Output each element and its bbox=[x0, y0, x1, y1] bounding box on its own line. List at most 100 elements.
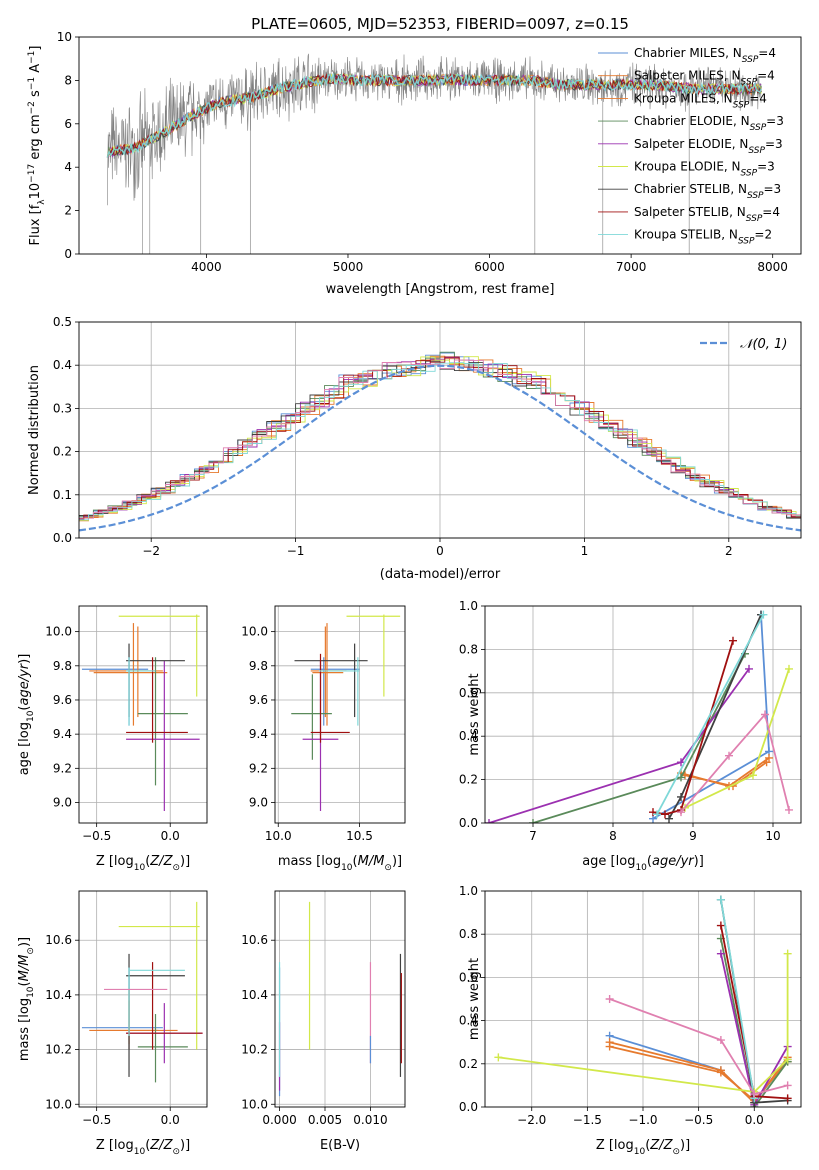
legend-entry-part: =2 bbox=[754, 228, 772, 242]
axes-frame bbox=[78, 605, 208, 824]
series-marker bbox=[749, 771, 757, 780]
series-line bbox=[609, 1045, 789, 1102]
legend-entry: Chabrier STELIB, NSSP=3 bbox=[634, 182, 781, 201]
x-axis-label-part: ⊙ bbox=[172, 863, 180, 873]
x-axis-label-part: M/M bbox=[358, 854, 385, 869]
y-tick-label: 9.0 bbox=[249, 795, 268, 809]
series-marker bbox=[661, 810, 669, 819]
x-axis-label-part: Z [log bbox=[596, 1138, 634, 1153]
x-axis-label: Z [log10(Z/Z⊙)] bbox=[96, 1138, 190, 1157]
y-tick-label: 0.4 bbox=[459, 1014, 478, 1028]
x-tick-label: 0.0 bbox=[745, 1113, 764, 1127]
legend-entry-part: SSP bbox=[750, 123, 767, 133]
y-tick-label: 0 bbox=[64, 247, 72, 261]
gaussian-curve bbox=[79, 364, 801, 532]
x-axis-label: Z [log10(Z/Z⊙)] bbox=[596, 1138, 690, 1157]
y-axis-label: mass weight bbox=[467, 958, 482, 1040]
legend-entry: Chabrier ELODIE, NSSP=3 bbox=[634, 114, 784, 133]
x-tick-label: 10.0 bbox=[265, 829, 292, 843]
age-vs-mass-plot-area bbox=[291, 614, 401, 812]
series-line bbox=[609, 998, 788, 1096]
y-axis-label-part: −2 bbox=[27, 101, 37, 114]
legend-entry-part: Salpeter MILES, N bbox=[634, 69, 741, 83]
legend-entry-part: Chabrier STELIB, N bbox=[634, 182, 747, 196]
y-tick-label: 9.4 bbox=[249, 727, 268, 741]
x-axis-label-part: ( bbox=[353, 854, 358, 869]
legend-entry-part: SSP bbox=[747, 191, 764, 201]
x-tick-label: 7000 bbox=[616, 260, 647, 274]
series-marker bbox=[783, 949, 792, 958]
x-tick-label: 6000 bbox=[474, 260, 505, 274]
x-tick-label: 10 bbox=[765, 829, 780, 843]
series-line bbox=[652, 640, 734, 816]
mass-vs-Z-plot-area bbox=[81, 901, 203, 1083]
x-axis-label-part: Z/Z bbox=[649, 1138, 673, 1153]
age-vs-Z-plot-area bbox=[81, 614, 200, 812]
y-tick-label: 9.4 bbox=[53, 727, 72, 741]
legend-entry-part: SSP bbox=[738, 237, 755, 247]
y-tick-label: 9.2 bbox=[53, 761, 72, 775]
y-axis-label-part: −17 bbox=[27, 164, 37, 183]
legend-entry: Chabrier MILES, NSSP=4 bbox=[634, 46, 776, 65]
y-tick-label: 0.2 bbox=[459, 1057, 478, 1071]
x-axis-label-part: 10 bbox=[634, 1147, 646, 1157]
y-tick-label: 0.6 bbox=[459, 970, 478, 984]
mass-weight-vs-Z-chart: −2.0 −1.5 −1.0 −0.5 0.0 0.0 0.2 0.4 0.6 0.8 1.0 Z [… bbox=[459, 884, 802, 1157]
y-axis-label-part: age [log bbox=[17, 722, 32, 775]
legend-entry-part: Salpeter STELIB, N bbox=[634, 205, 746, 219]
legend-entry-part: Kroupa MILES, N bbox=[634, 91, 733, 105]
series-marker bbox=[653, 810, 661, 819]
legend-entry-part: =4 bbox=[762, 205, 780, 219]
y-tick-label: 10.0 bbox=[241, 625, 268, 639]
y-tick-label: 0.2 bbox=[53, 445, 72, 459]
axes-frame bbox=[78, 36, 802, 255]
x-axis-label-part: Z [log bbox=[96, 1138, 134, 1153]
x-axis-label-part: )] bbox=[680, 1138, 690, 1153]
spectrum-plot-area bbox=[106, 53, 763, 254]
series-marker bbox=[759, 610, 768, 619]
series-marker bbox=[677, 808, 685, 817]
legend-entry-part: =3 bbox=[765, 137, 783, 151]
legend-entry-part: =3 bbox=[766, 114, 784, 128]
legend-entry-part: SSP bbox=[746, 214, 763, 224]
x-tick-label: 5000 bbox=[333, 260, 364, 274]
y-axis-label-part: erg cm bbox=[28, 114, 43, 163]
series-line bbox=[488, 668, 750, 823]
y-tick-label: 0.4 bbox=[53, 358, 72, 372]
mass-vs-Z-chart: −0.5 0.010.010.210.410.6Z [log10(Z/Z⊙)]ma… bbox=[17, 890, 208, 1157]
y-tick-label: 0.8 bbox=[459, 927, 478, 941]
axes-frame bbox=[274, 890, 406, 1108]
x-tick-label: 7 bbox=[529, 829, 537, 843]
series-marker bbox=[716, 895, 725, 904]
x-axis-label-part: ⊙ bbox=[672, 1147, 680, 1157]
y-axis-label-part: ] bbox=[28, 46, 43, 51]
x-axis-label-part: )] bbox=[180, 854, 190, 869]
y-tick-label: 9.8 bbox=[53, 659, 72, 673]
series-line bbox=[720, 938, 789, 1107]
series-marker bbox=[605, 1042, 614, 1051]
y-tick-label: 4 bbox=[64, 160, 72, 174]
x-tick-label: −1.5 bbox=[573, 1113, 602, 1127]
y-tick-label: 10 bbox=[57, 30, 72, 44]
y-axis-label: mass [log10(M/M⊙)] bbox=[17, 937, 36, 1061]
y-tick-label: 9.0 bbox=[53, 795, 72, 809]
series-marker bbox=[665, 814, 673, 823]
y-tick-label: 0.0 bbox=[459, 1100, 478, 1114]
residuals-chart: −2 −1 0 1 2 0.0 0.1 0.2 0.3 0.4 0.5 (data-model)/er… bbox=[27, 315, 802, 582]
figure-title: PLATE=0605, MJD=52353, FIBERID=0097, z=0… bbox=[251, 15, 629, 33]
series-line bbox=[680, 712, 790, 813]
histogram-step bbox=[79, 357, 801, 520]
axes-frame bbox=[78, 890, 208, 1108]
x-tick-label: 9 bbox=[689, 829, 697, 843]
legend-entry-part: =4 bbox=[758, 46, 776, 60]
y-tick-label: 1.0 bbox=[459, 884, 478, 898]
y-tick-label: 10.0 bbox=[45, 625, 72, 639]
y-axis-label-part: age/yr bbox=[17, 662, 32, 705]
x-axis-label-part: Z [log bbox=[96, 854, 134, 869]
y-axis-label-part: ⊙ bbox=[26, 947, 36, 955]
series-marker bbox=[716, 1036, 725, 1045]
y-tick-label: 9.8 bbox=[249, 659, 268, 673]
series-marker bbox=[745, 664, 753, 673]
